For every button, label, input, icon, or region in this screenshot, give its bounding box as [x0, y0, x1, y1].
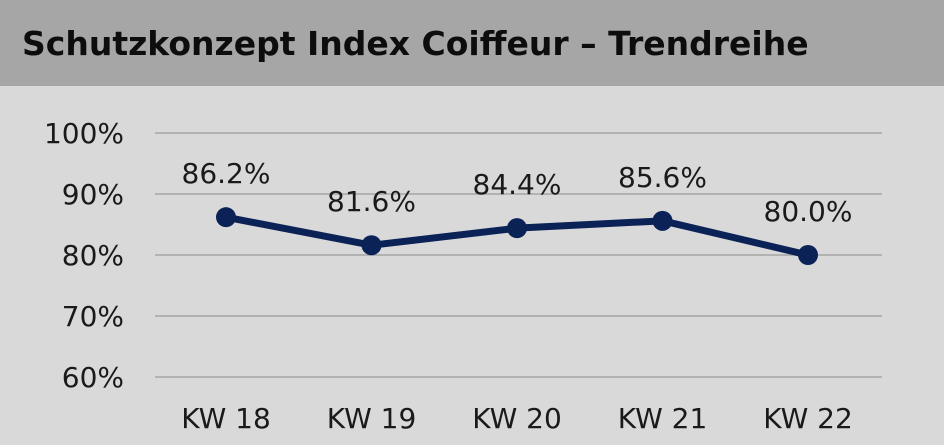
y-tick-label: 100%	[44, 117, 124, 150]
data-label: 84.4%	[473, 168, 562, 201]
data-point	[361, 235, 382, 256]
chart-title: Schutzkonzept Index Coiffeur – Trendreih…	[22, 24, 809, 63]
data-label: 81.6%	[327, 185, 416, 218]
x-tick-label: KW 20	[472, 402, 562, 435]
x-tick-label: KW 21	[618, 402, 708, 435]
data-point	[652, 210, 673, 231]
data-point	[798, 245, 818, 265]
chart-area: 60% 70% 80% 90% 100% KW 18 KW 19 KW 20 KW 21 KW …	[0, 86, 944, 445]
chart-header: Schutzkonzept Index Coiffeur – Trendreih…	[0, 0, 944, 86]
x-tick-label: KW 22	[763, 402, 853, 435]
y-tick-label: 70%	[62, 300, 124, 333]
x-axis-ticks: KW 18 KW 19 KW 20 KW 21 KW 22	[181, 402, 853, 435]
data-label: 80.0%	[764, 195, 853, 228]
x-tick-label: KW 19	[327, 402, 417, 435]
y-tick-label: 90%	[62, 178, 124, 211]
data-point	[507, 218, 527, 239]
data-label: 85.6%	[618, 161, 707, 194]
y-tick-label: 60%	[62, 361, 124, 394]
y-axis-ticks: 60% 70% 80% 90% 100%	[44, 117, 124, 394]
y-tick-label: 80%	[62, 239, 124, 272]
line-chart: 60%70%80%90%100% KW 18 KW 19 KW 20 KW 21 KW …	[44, 117, 882, 435]
data-point	[216, 207, 236, 228]
data-label-layer: 86.2% 81.6% 84.4% 85.6% 80.0%	[182, 157, 853, 228]
x-tick-label: KW 18	[181, 402, 271, 435]
grid-layer	[155, 132, 882, 378]
data-label: 86.2%	[182, 157, 271, 190]
series-layer	[216, 207, 818, 265]
